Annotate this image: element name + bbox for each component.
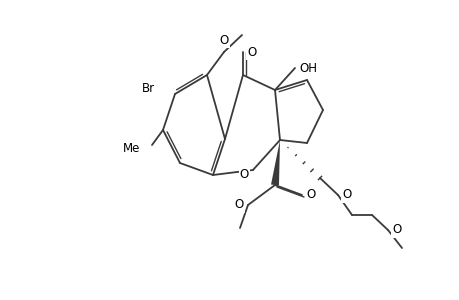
Text: O: O bbox=[219, 34, 228, 47]
Text: O: O bbox=[305, 188, 314, 202]
Text: O: O bbox=[246, 46, 256, 59]
Text: O: O bbox=[239, 167, 248, 181]
Text: O: O bbox=[234, 199, 243, 212]
Text: O: O bbox=[341, 188, 351, 202]
Text: O: O bbox=[391, 224, 400, 236]
Text: Br: Br bbox=[141, 82, 155, 94]
Text: OH: OH bbox=[298, 61, 316, 74]
Text: Me: Me bbox=[123, 142, 140, 154]
Polygon shape bbox=[270, 140, 280, 185]
